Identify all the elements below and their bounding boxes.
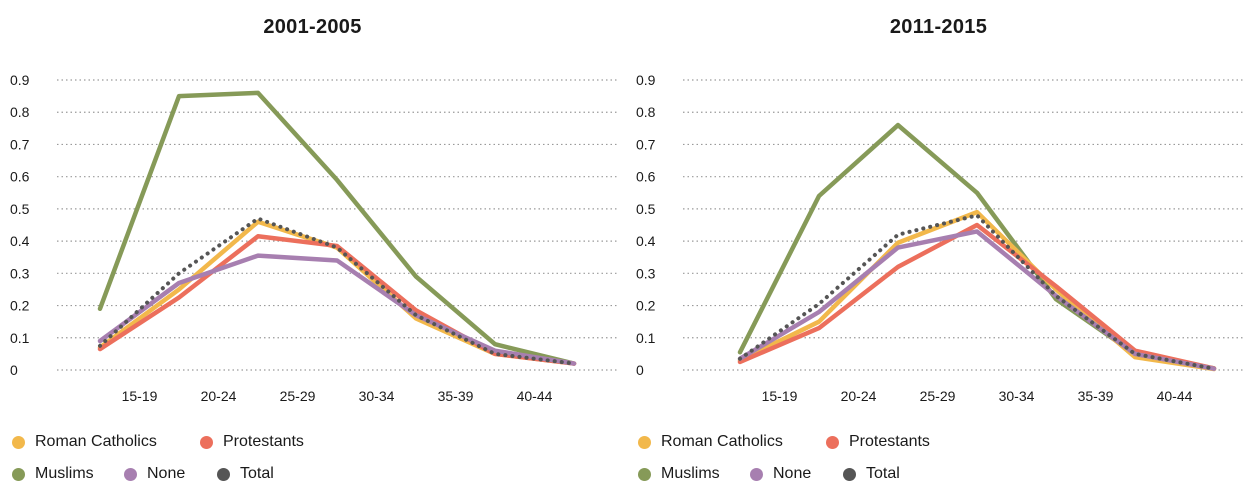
y-tick-label: 0.3 [10, 265, 30, 281]
series-line-total [98, 216, 576, 366]
series-line-none [737, 229, 1217, 371]
legend-row-1: Roman Catholics Protestants [12, 430, 612, 462]
x-tick-label: 40-44 [517, 388, 553, 404]
legend-label: Muslims [35, 465, 94, 482]
legend-swatch-none [750, 467, 763, 481]
legend-row-2: Muslims None Total [638, 462, 1238, 494]
legend-swatch-roman-catholics [12, 435, 25, 449]
legend-label: Protestants [223, 433, 304, 450]
x-tick-label: 30-34 [999, 388, 1035, 404]
chart-panel-2011-2015: 2011-2015 0 0.1 0.2 0.3 0.4 0.5 0.6 0.7 0.8 0.9 15… [626, 0, 1251, 485]
legend-item-none: None [750, 462, 811, 486]
legend-swatch-protestants [200, 435, 213, 449]
series-line-total [738, 213, 1216, 371]
legend-label: None [773, 465, 812, 482]
legend-row-2: Muslims None Total [12, 462, 612, 494]
legend-label: Protestants [849, 433, 930, 450]
chart-legend: Roman Catholics Protestants Muslims None… [638, 430, 1238, 494]
legend-item-total: Total [217, 462, 274, 486]
legend-item-protestants: Protestants [826, 430, 930, 454]
y-tick-label: 0.6 [10, 169, 30, 185]
legend-label: Total [240, 465, 274, 482]
y-tick-label: 0.5 [10, 201, 30, 217]
series-line-roman-catholics [97, 219, 577, 366]
legend-swatch-total [843, 467, 856, 481]
legend-swatch-total [217, 467, 230, 481]
y-tick-label: 0 [10, 362, 18, 378]
series-line-none [97, 253, 577, 366]
y-tick-label: 0.7 [10, 136, 30, 152]
y-tick-label: 0 [636, 362, 644, 378]
y-tick-label: 0.9 [10, 72, 30, 88]
line-chart-2001-2005: 0 0.1 0.2 0.3 0.4 0.5 0.6 0.7 0.8 0.9 15-19 20-24 25… [10, 72, 617, 404]
line-chart-2011-2015: 0 0.1 0.2 0.3 0.4 0.5 0.6 0.7 0.8 0.9 15-19 20-24 25… [636, 72, 1243, 404]
y-tick-label: 0.4 [636, 233, 656, 249]
legend-swatch-muslims [638, 467, 651, 481]
legend-label: Roman Catholics [35, 433, 157, 450]
legend-item-roman-catholics: Roman Catholics [12, 430, 157, 454]
y-tick-label: 0.8 [636, 104, 656, 120]
x-tick-label: 30-34 [359, 388, 395, 404]
y-tick-label: 0.6 [636, 169, 656, 185]
y-tick-label: 0.5 [636, 201, 656, 217]
series-line-roman-catholics [737, 209, 1217, 372]
series-line-muslims [97, 90, 577, 366]
y-tick-label: 0.9 [636, 72, 656, 88]
y-tick-label: 0.2 [636, 298, 656, 314]
legend-label: Muslims [661, 465, 720, 482]
legend-swatch-roman-catholics [638, 435, 651, 449]
x-tick-label: 15-19 [122, 388, 158, 404]
series-line-protestants [737, 222, 1217, 371]
legend-swatch-muslims [12, 467, 25, 481]
chart-legend: Roman Catholics Protestants Muslims None… [12, 430, 612, 494]
y-tick-label: 0.1 [636, 330, 656, 346]
y-tick-label: 0.2 [10, 298, 30, 314]
x-tick-label: 20-24 [201, 388, 237, 404]
y-tick-label: 0.1 [10, 330, 30, 346]
x-tick-label: 25-29 [280, 388, 316, 404]
legend-item-muslims: Muslims [12, 462, 94, 486]
legend-item-total: Total [843, 462, 900, 486]
x-tick-label: 40-44 [1157, 388, 1193, 404]
y-tick-label: 0.4 [10, 233, 30, 249]
chart-title: 2001-2005 [263, 16, 362, 38]
y-tick-label: 0.7 [636, 136, 656, 152]
legend-row-1: Roman Catholics Protestants [638, 430, 1238, 462]
x-tick-label: 20-24 [841, 388, 877, 404]
legend-item-none: None [124, 462, 185, 486]
legend-swatch-protestants [826, 435, 839, 449]
legend-item-roman-catholics: Roman Catholics [638, 430, 783, 454]
x-tick-label: 25-29 [920, 388, 956, 404]
y-tick-label: 0.8 [10, 104, 30, 120]
legend-label: Total [866, 465, 900, 482]
legend-swatch-none [124, 467, 137, 481]
legend-item-muslims: Muslims [638, 462, 720, 486]
x-tick-label: 15-19 [762, 388, 798, 404]
x-tick-label: 35-39 [438, 388, 474, 404]
legend-label: None [147, 465, 186, 482]
y-tick-label: 0.3 [636, 265, 656, 281]
x-tick-label: 35-39 [1078, 388, 1114, 404]
series-line-protestants [97, 234, 577, 366]
legend-item-protestants: Protestants [200, 430, 304, 454]
chart-panel-2001-2005: 2001-2005 0 0.1 0.2 0.3 0.4 0.5 0.6 0.7 0.8 0.9 15… [0, 0, 625, 485]
legend-label: Roman Catholics [661, 433, 783, 450]
chart-title: 2011-2015 [889, 16, 988, 38]
